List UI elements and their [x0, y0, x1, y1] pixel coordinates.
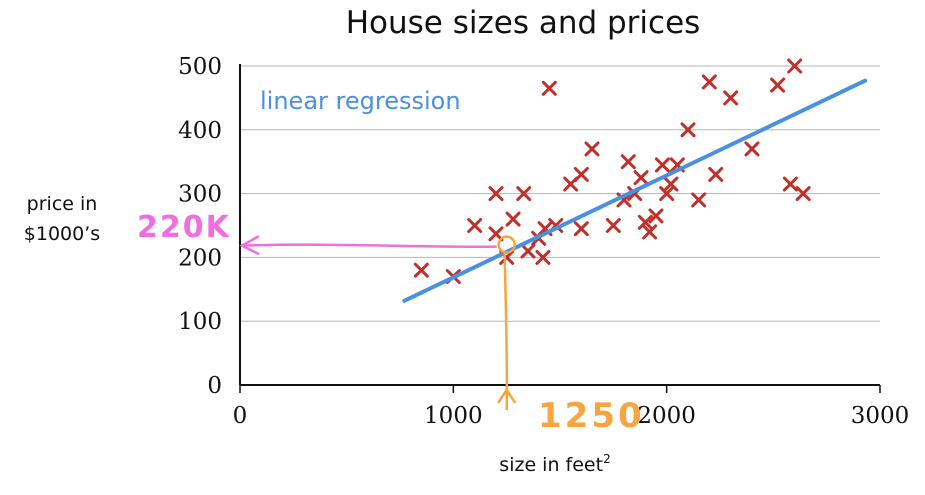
data-point-3	[467, 218, 483, 233]
x-tick-label-0: 0	[233, 403, 248, 429]
gridlines	[240, 65, 880, 322]
y-tick-labels: 0 100 200 300 400 500	[178, 54, 222, 399]
y-tick-label-100: 100	[178, 309, 222, 335]
data-point-1	[413, 262, 429, 278]
data-point-28	[659, 186, 675, 202]
x-axis-label-superscript: 2	[603, 452, 611, 466]
y-tick-label-400: 400	[178, 118, 222, 144]
y-guide-line	[242, 243, 497, 249]
y-tick-label-500: 500	[178, 54, 222, 80]
data-point-38	[782, 176, 798, 192]
data-point-13	[541, 80, 557, 96]
y-tick-label-300: 300	[178, 182, 222, 208]
data-point-17	[573, 221, 589, 237]
y-guide-arrowhead	[239, 235, 260, 255]
data-point-40	[795, 186, 811, 202]
data-point-32	[691, 192, 707, 208]
x-guide-arrowhead	[497, 387, 516, 404]
data-point-16	[573, 166, 589, 182]
x-annotation-label: 1250	[538, 396, 645, 436]
x-tick-label-2000: 2000	[637, 403, 696, 429]
y-axis-label-line1: price in	[27, 193, 98, 215]
data-point-29	[663, 176, 679, 192]
regression-line	[402, 78, 868, 303]
x-tick-labels: 0 1000 2000 3000	[233, 403, 910, 429]
data-point-18	[584, 141, 600, 157]
data-point-34	[708, 166, 724, 182]
data-point-37	[770, 77, 786, 93]
x-axis-label-text: size in feet	[499, 454, 603, 476]
data-point-39	[787, 58, 803, 74]
y-tick-label-200: 200	[178, 245, 222, 271]
data-point-24	[637, 214, 653, 230]
data-point-26	[648, 208, 664, 224]
annotations: 220K 1250	[137, 210, 645, 436]
data-point-19	[605, 218, 621, 233]
data-point-4	[488, 186, 504, 202]
data-point-21	[620, 154, 636, 170]
data-point-9	[520, 243, 536, 259]
data-point-35	[723, 90, 739, 106]
data-point-31	[680, 122, 696, 138]
y-axis-label-line2: $1000’s	[24, 223, 100, 245]
regression-label: linear regression	[260, 87, 461, 115]
data-point-5	[488, 226, 504, 242]
axes	[239, 64, 881, 393]
data-point-25	[642, 224, 658, 240]
data-point-8	[516, 186, 532, 202]
chart-title: House sizes and prices	[346, 5, 701, 41]
y-tick-label-0: 0	[207, 373, 222, 399]
data-point-7	[505, 211, 521, 227]
data-point-33	[701, 74, 717, 90]
data-point-36	[744, 141, 760, 157]
data-points	[413, 58, 811, 285]
y-annotation-label: 220K	[137, 210, 231, 245]
data-point-11	[535, 249, 551, 265]
x-axis-label: size in feet2	[499, 452, 610, 476]
data-point-23	[633, 170, 649, 186]
x-guide-line	[503, 253, 509, 411]
regression-line-group	[402, 78, 868, 303]
data-point-27	[654, 157, 670, 173]
x-tick-label-3000: 3000	[851, 403, 910, 429]
x-tick-label-1000: 1000	[424, 403, 483, 429]
prediction-point-circle	[497, 235, 516, 254]
